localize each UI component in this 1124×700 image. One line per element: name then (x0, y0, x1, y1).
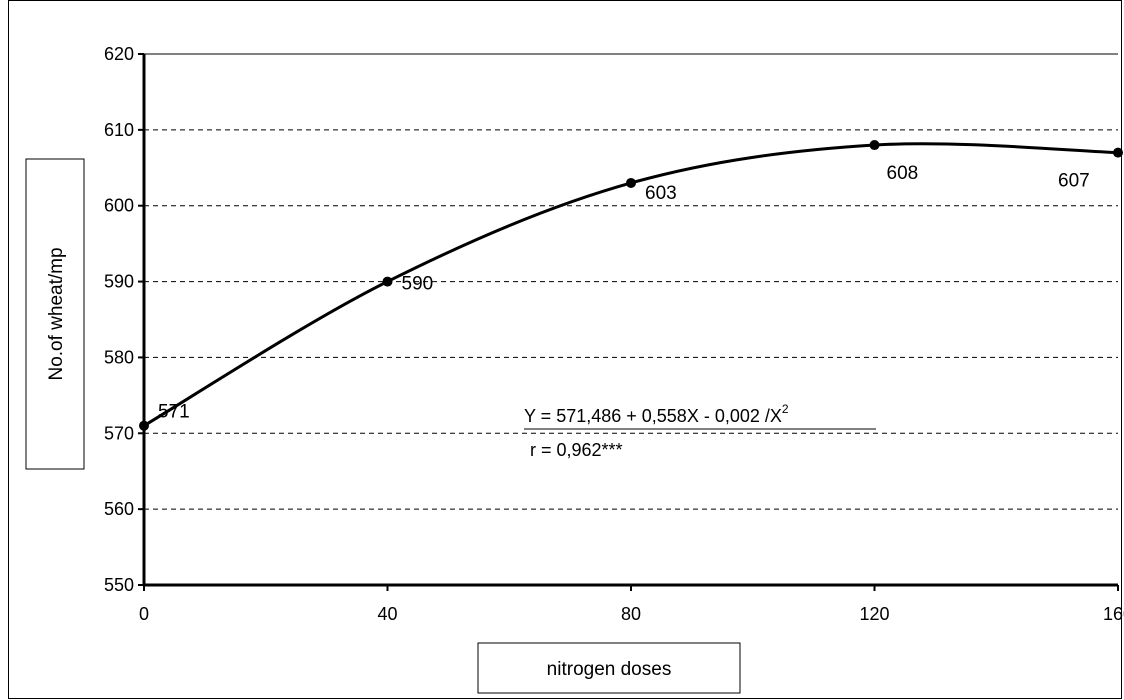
data-labels: 571 590 603 608 607 (158, 163, 1090, 423)
gridlines (144, 53, 1118, 510)
trend-r-value: r = 0,962*** (530, 440, 623, 460)
y-tick-label: 590 (104, 272, 134, 292)
y-tick-label: 620 (104, 44, 134, 64)
x-tick-label: 40 (377, 604, 397, 624)
y-tick-label: 580 (104, 347, 134, 367)
y-tick-labels: 550 560 570 580 590 600 610 620 (104, 44, 144, 595)
data-point (869, 140, 880, 151)
data-label: 603 (645, 183, 677, 204)
x-tick-labels: 0 40 80 120 160 (139, 585, 1124, 624)
data-point (382, 276, 393, 287)
data-label: 607 (1058, 171, 1090, 192)
x-axis-title: nitrogen doses (547, 659, 672, 680)
axes (142, 54, 1118, 587)
x-tick-label: 0 (139, 604, 149, 624)
data-point (626, 177, 636, 188)
data-label: 571 (158, 402, 190, 423)
y-tick-label: 610 (104, 120, 134, 140)
data-points (139, 140, 1123, 431)
data-point (139, 420, 149, 431)
x-tick-label: 80 (621, 604, 641, 624)
y-tick-label: 570 (104, 423, 134, 443)
data-label: 590 (402, 274, 434, 295)
x-tick-label: 160 (1103, 604, 1124, 624)
trend-equation-main: Y = 571,486 + 0,558X - 0,002 /X (524, 406, 782, 426)
trend-equation-sup: 2 (782, 402, 789, 416)
data-point (1113, 147, 1123, 158)
chart-frame (8, 0, 1122, 699)
data-label: 608 (887, 163, 919, 184)
x-tick-label: 120 (859, 604, 889, 624)
y-tick-label: 550 (104, 575, 134, 595)
y-tick-label: 600 (104, 196, 134, 216)
trend-equation: Y = 571,486 + 0,558X - 0,002 /X2 (524, 402, 789, 426)
x-axis-title-box: nitrogen doses (477, 642, 741, 694)
y-tick-label: 560 (104, 499, 134, 519)
y-axis-title-box: No.of wheat/mp (25, 158, 85, 470)
y-axis-title: No.of wheat/mp (46, 247, 67, 380)
